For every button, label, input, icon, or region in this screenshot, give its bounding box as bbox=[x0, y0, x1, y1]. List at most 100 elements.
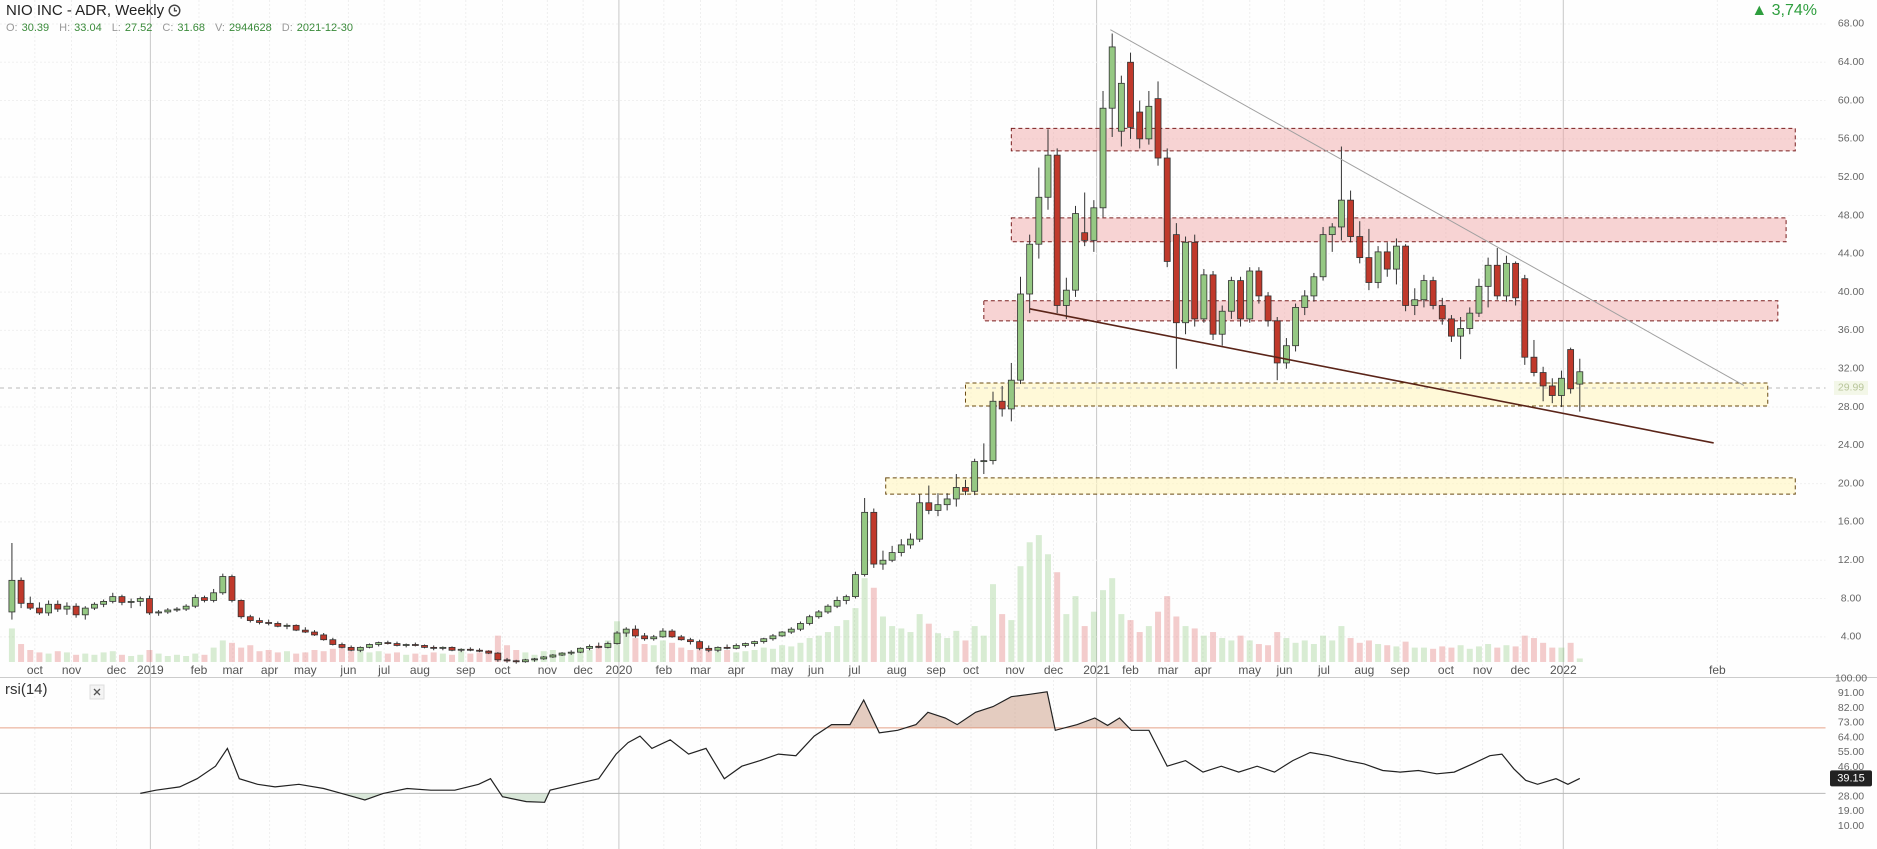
x-tick-label: aug bbox=[1354, 663, 1374, 677]
candle-body bbox=[118, 596, 126, 603]
volume-bar bbox=[1118, 614, 1125, 662]
candle-body bbox=[1145, 105, 1153, 140]
candle-body bbox=[512, 660, 520, 663]
volume-bar bbox=[1430, 648, 1437, 662]
volume-bar bbox=[1283, 638, 1290, 662]
volume-bar bbox=[192, 653, 199, 662]
candle-body bbox=[1099, 107, 1107, 209]
candle-body bbox=[797, 623, 804, 630]
rsi-tick-label: 82.00 bbox=[1838, 702, 1864, 714]
volume-bar bbox=[283, 651, 290, 662]
y-tick-label: 52.00 bbox=[1838, 171, 1864, 183]
x-tick-label: feb bbox=[191, 663, 208, 677]
volume-bar bbox=[852, 608, 859, 662]
volume-bar bbox=[1136, 632, 1143, 662]
volume-bar bbox=[879, 616, 886, 662]
candle-body bbox=[1512, 262, 1520, 299]
candle-body bbox=[1374, 251, 1382, 283]
candle-body bbox=[1420, 280, 1428, 301]
volume-bar bbox=[293, 653, 300, 662]
volume-bar bbox=[696, 646, 703, 662]
candle-body bbox=[833, 600, 841, 607]
volume-bar bbox=[678, 647, 685, 662]
candle-body bbox=[421, 645, 428, 648]
candle-body bbox=[402, 644, 410, 646]
volume-bar bbox=[1054, 572, 1061, 662]
header: NIO INC - ADR, Weekly O: 30.39 H: 33.04 L: 27… bbox=[6, 2, 359, 34]
volume-bar bbox=[742, 651, 749, 662]
candle-body bbox=[980, 460, 988, 463]
candle-body bbox=[1429, 280, 1437, 306]
y-tick-label: 36.00 bbox=[1838, 324, 1864, 336]
x-tick-label: oct bbox=[494, 663, 511, 677]
candle-body bbox=[1521, 278, 1529, 358]
volume-bar bbox=[1237, 635, 1244, 662]
indicator-close-button[interactable] bbox=[89, 684, 105, 700]
volume-bar bbox=[586, 650, 593, 662]
volume-bar bbox=[1191, 628, 1198, 662]
clock-icon[interactable] bbox=[168, 4, 181, 17]
x-tick-label: aug bbox=[410, 663, 430, 677]
volume-bar bbox=[1219, 638, 1226, 662]
volume-bar bbox=[1329, 640, 1336, 662]
candle-body bbox=[256, 620, 263, 623]
x-tick-label: feb bbox=[655, 663, 672, 677]
candle-body bbox=[1283, 345, 1290, 364]
candle-body bbox=[338, 644, 346, 648]
candle-body bbox=[1356, 236, 1364, 259]
candle-body bbox=[787, 628, 795, 633]
candle-body bbox=[650, 636, 658, 640]
candle-body bbox=[925, 502, 933, 511]
candle-body bbox=[1117, 82, 1125, 132]
volume-bar bbox=[109, 651, 116, 662]
candle-body bbox=[1172, 234, 1180, 324]
candle-body bbox=[549, 654, 557, 658]
candle-body bbox=[100, 601, 108, 605]
x-tick-label: sep bbox=[1390, 663, 1410, 677]
x-tick-label: oct bbox=[1438, 663, 1455, 677]
y-tick-label: 48.00 bbox=[1838, 209, 1864, 221]
x-tick-label: jun bbox=[1276, 663, 1293, 677]
candle-body bbox=[1319, 234, 1327, 278]
candle-body bbox=[301, 629, 309, 633]
volume-bar bbox=[73, 654, 80, 662]
volume-bar bbox=[82, 653, 89, 662]
volume-bar bbox=[971, 626, 978, 662]
rsi-tick-label: 91.00 bbox=[1838, 687, 1864, 699]
candle-body bbox=[173, 608, 181, 611]
ohlc-label: L: bbox=[111, 22, 121, 34]
candle-body bbox=[1503, 262, 1510, 297]
y-tick-label: 24.00 bbox=[1838, 439, 1864, 451]
volume-bar bbox=[458, 651, 465, 662]
x-tick-label: dec bbox=[573, 663, 592, 677]
x-tick-label: sep bbox=[456, 663, 476, 677]
volume-bar bbox=[339, 647, 345, 662]
volume-bar bbox=[889, 626, 896, 662]
volume-bar bbox=[1063, 614, 1070, 662]
volume-bar bbox=[733, 652, 740, 662]
trend-line bbox=[1029, 308, 1714, 444]
candle-body bbox=[26, 602, 34, 609]
volume-bar bbox=[980, 635, 987, 662]
y-tick-label: 4.00 bbox=[1841, 631, 1862, 643]
candle-body bbox=[558, 652, 566, 656]
candle-body bbox=[1163, 157, 1171, 262]
volume-bar bbox=[476, 652, 483, 662]
rsi-line bbox=[140, 691, 1581, 803]
volume-bar bbox=[1127, 620, 1134, 662]
price-label-box bbox=[1834, 380, 1868, 395]
y-tick-label: 40.00 bbox=[1838, 286, 1864, 298]
candle-body bbox=[879, 559, 887, 565]
candle-body bbox=[1035, 196, 1043, 245]
volume-bar bbox=[962, 640, 969, 662]
volume-bar bbox=[944, 638, 951, 662]
volume-bar bbox=[1109, 578, 1116, 662]
volume-bar bbox=[1485, 644, 1492, 662]
volume-bar bbox=[449, 654, 456, 662]
x-tick-label: jul bbox=[848, 663, 861, 677]
candle-body bbox=[246, 616, 254, 621]
candle-body bbox=[375, 642, 383, 645]
candle-body bbox=[1530, 356, 1538, 373]
volume-bar bbox=[769, 648, 776, 662]
